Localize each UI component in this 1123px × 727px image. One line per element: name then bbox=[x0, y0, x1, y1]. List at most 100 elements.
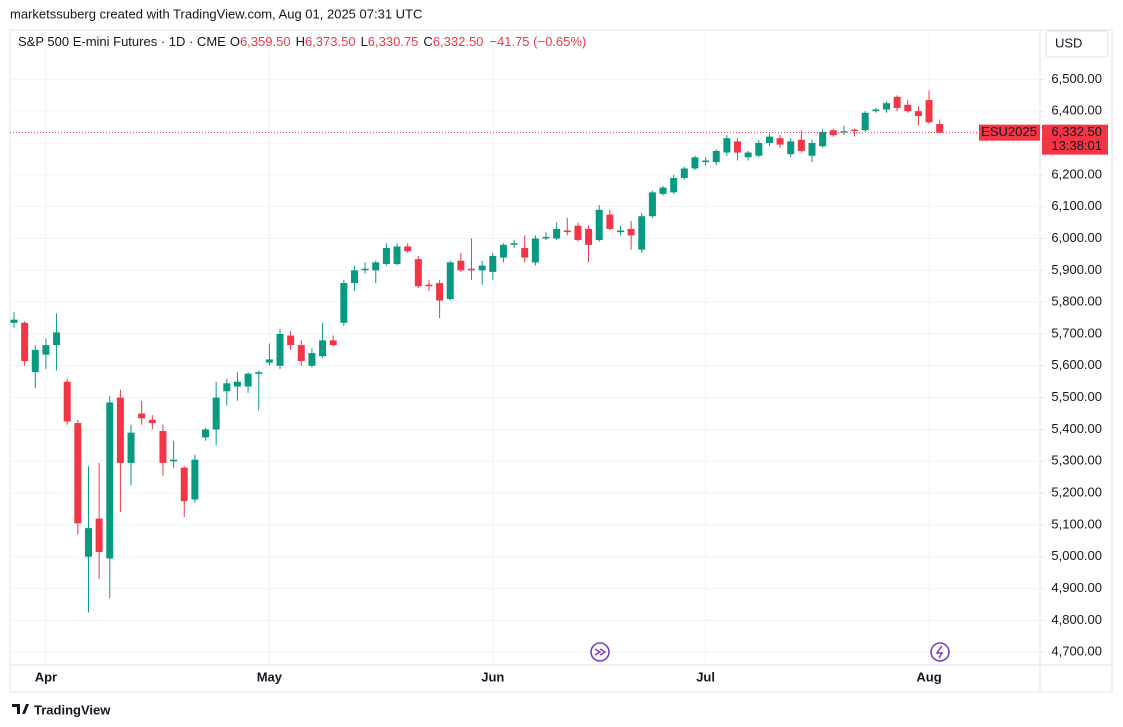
candle-body bbox=[882, 103, 890, 110]
candle-body bbox=[340, 283, 348, 323]
candle-body bbox=[436, 283, 444, 301]
candle-body bbox=[212, 397, 220, 430]
candle-body bbox=[446, 262, 454, 299]
symbol-label-box bbox=[979, 124, 1040, 141]
candle-body bbox=[404, 246, 412, 252]
candle-body bbox=[297, 345, 305, 362]
candle-body bbox=[191, 459, 199, 500]
y-tick-label: 5,200.00 bbox=[1051, 485, 1102, 500]
low-label: L bbox=[361, 34, 368, 49]
candle-body bbox=[840, 131, 848, 133]
candle-body bbox=[744, 152, 752, 158]
currency-box[interactable] bbox=[1045, 30, 1109, 58]
y-tick-label: 6,100.00 bbox=[1051, 198, 1102, 213]
candle-body bbox=[542, 236, 550, 239]
attribution: marketssuberg created with TradingView.c… bbox=[10, 6, 422, 21]
candle-body bbox=[627, 228, 635, 236]
candle-body bbox=[702, 160, 710, 163]
candle-body bbox=[861, 112, 869, 131]
countdown-label: 13:38:01 bbox=[1051, 138, 1102, 153]
candle-body bbox=[851, 129, 859, 131]
candle-body bbox=[53, 332, 61, 346]
candle-body bbox=[350, 270, 358, 284]
candle-body bbox=[595, 209, 603, 241]
candle-body bbox=[63, 381, 71, 422]
event-icon[interactable] bbox=[590, 642, 610, 662]
candle-body bbox=[531, 238, 539, 263]
candle-body bbox=[233, 381, 241, 387]
candle-body bbox=[574, 225, 582, 241]
candle-body bbox=[936, 124, 944, 133]
candle-body bbox=[585, 228, 593, 245]
candle-body bbox=[31, 349, 39, 373]
x-tick-label: Apr bbox=[35, 669, 57, 684]
candle-body bbox=[670, 178, 678, 193]
grid bbox=[10, 30, 1040, 665]
y-tick-label: 5,500.00 bbox=[1051, 389, 1102, 404]
legend: S&P 500 E-mini Futures · 1D · CME O6,359.… bbox=[18, 34, 586, 49]
low-value: 6,330.75 bbox=[368, 34, 419, 49]
candle-body bbox=[797, 139, 805, 151]
candle-body bbox=[244, 373, 252, 387]
change: −41.75 (−0.65%) bbox=[489, 34, 586, 49]
candle-body bbox=[712, 150, 720, 163]
currency[interactable]: USD bbox=[1055, 35, 1082, 50]
candle-body bbox=[170, 459, 178, 462]
high-label: H bbox=[296, 34, 305, 49]
x-tick-label: Jul bbox=[696, 669, 715, 684]
y-tick-label: 6,500.00 bbox=[1051, 71, 1102, 86]
chart-title: S&P 500 E-mini Futures · 1D · CME bbox=[18, 34, 226, 49]
candle-body bbox=[723, 138, 731, 153]
candle-body bbox=[319, 340, 327, 357]
candle-body bbox=[510, 243, 518, 245]
y-tick-label: 4,700.00 bbox=[1051, 644, 1102, 659]
candle-body bbox=[10, 319, 18, 323]
candle-body bbox=[223, 383, 231, 392]
candle-body bbox=[787, 141, 795, 155]
y-tick-label: 6,200.00 bbox=[1051, 166, 1102, 181]
candle-body bbox=[42, 345, 50, 355]
y-tick-label: 5,400.00 bbox=[1051, 421, 1102, 436]
candle-body bbox=[755, 142, 763, 156]
close-value: 6,332.50 bbox=[433, 34, 484, 49]
candle-body bbox=[563, 230, 571, 233]
candle-body bbox=[393, 246, 401, 264]
y-tick-label: 4,900.00 bbox=[1051, 580, 1102, 595]
candle-body bbox=[925, 100, 933, 123]
candle-body bbox=[638, 216, 646, 250]
candle-body bbox=[734, 141, 742, 153]
candle-body bbox=[414, 259, 422, 287]
candle-body bbox=[616, 230, 624, 233]
candle-body bbox=[680, 168, 688, 179]
candle-body bbox=[606, 214, 614, 229]
candle-body bbox=[372, 262, 380, 271]
candle-body bbox=[808, 142, 816, 156]
chart-frame bbox=[9, 29, 1113, 693]
event-icon[interactable] bbox=[930, 642, 950, 662]
price-label-box bbox=[1042, 124, 1108, 155]
candle-body bbox=[138, 413, 146, 419]
candle-body bbox=[904, 104, 912, 112]
open-value: 6,359.50 bbox=[240, 34, 291, 49]
footer-logo bbox=[12, 704, 29, 714]
price-label: 6,332.50 bbox=[1051, 124, 1102, 139]
candle-body bbox=[489, 255, 497, 272]
candles bbox=[10, 90, 944, 613]
candle-body bbox=[425, 284, 433, 287]
footer-brand: TradingView bbox=[34, 702, 111, 717]
candle-body bbox=[74, 423, 82, 524]
candle-body bbox=[308, 353, 316, 366]
x-tick-label: Jun bbox=[481, 669, 504, 684]
candle-body bbox=[84, 528, 92, 557]
candle-body bbox=[553, 228, 561, 239]
candle-body bbox=[95, 518, 103, 553]
candle-body bbox=[21, 322, 29, 362]
open-label: O bbox=[230, 34, 240, 49]
y-tick-label: 5,600.00 bbox=[1051, 357, 1102, 372]
candle-body bbox=[382, 248, 390, 264]
symbol-label: ESU2025 bbox=[981, 124, 1037, 139]
y-tick-label: 5,100.00 bbox=[1051, 516, 1102, 531]
candle-body bbox=[914, 111, 922, 116]
